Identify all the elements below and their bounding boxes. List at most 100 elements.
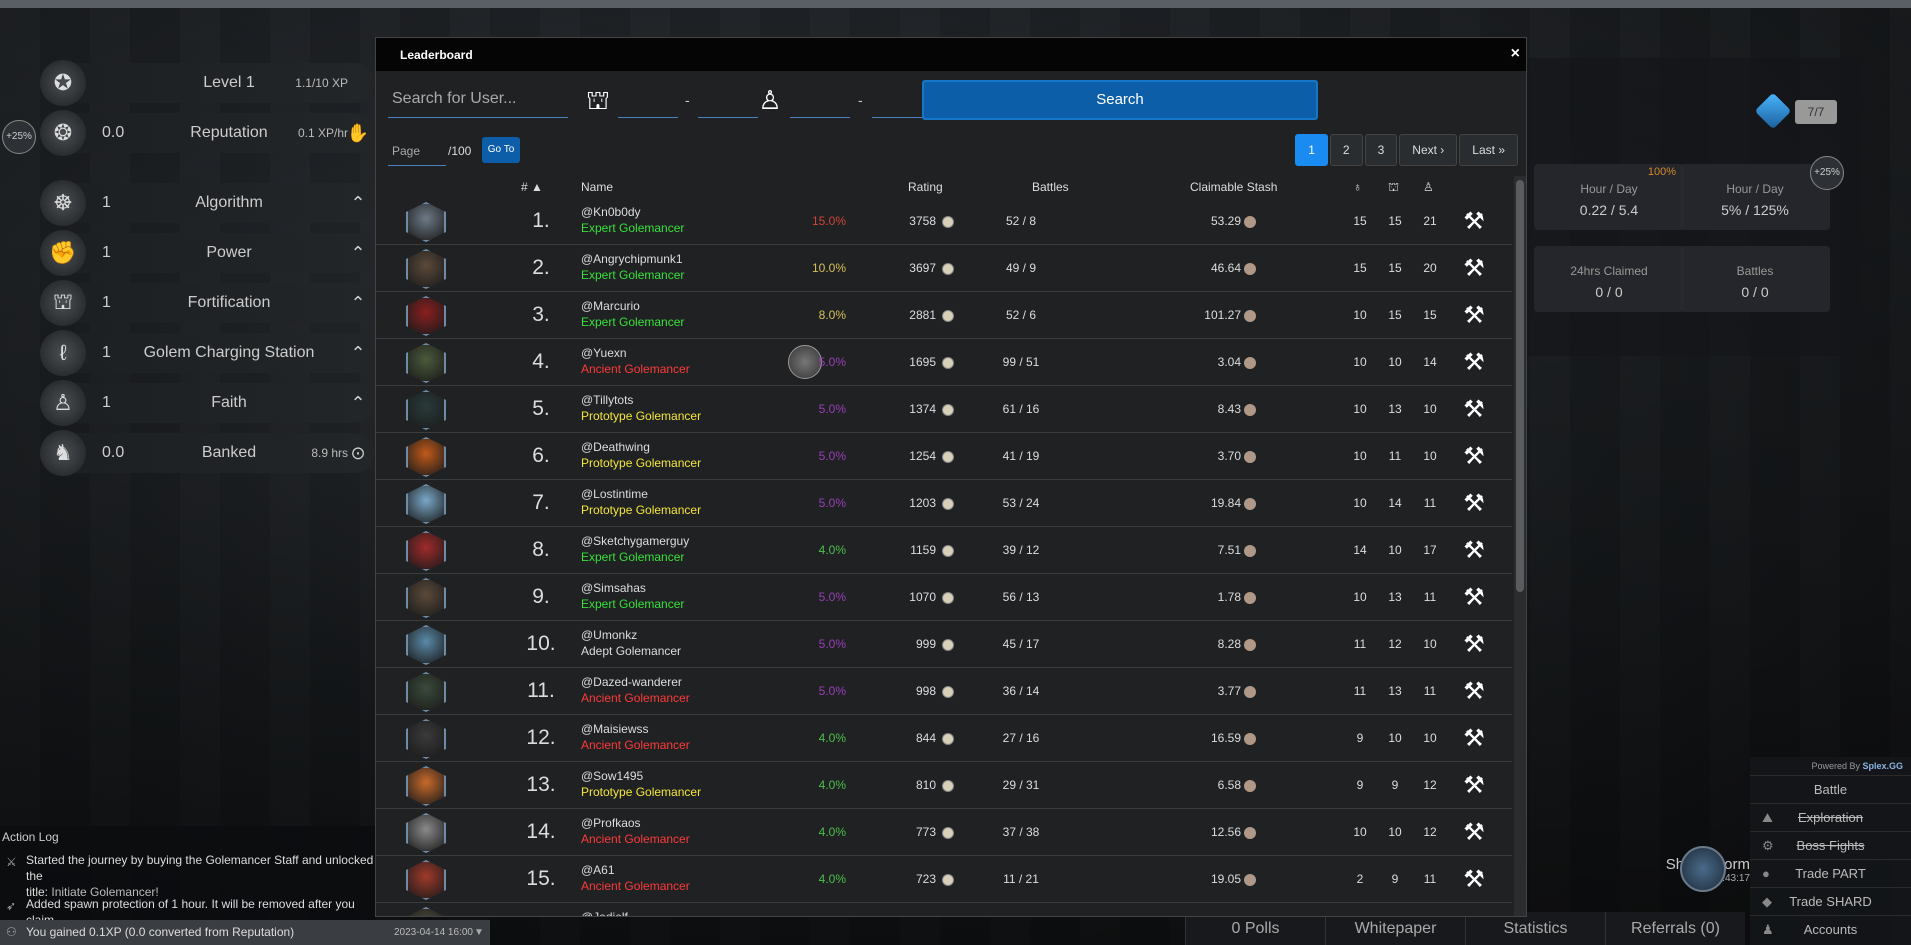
user-search-input[interactable] bbox=[388, 80, 568, 118]
avatar[interactable] bbox=[406, 249, 446, 289]
avatar[interactable] bbox=[406, 484, 446, 524]
battle-axe-icon[interactable]: ⚒ bbox=[1463, 349, 1485, 376]
upgrade-chevron-icon[interactable]: ⌃ bbox=[350, 243, 366, 263]
username-link[interactable]: @Simsahas bbox=[581, 581, 646, 595]
name-header[interactable]: Name bbox=[581, 180, 614, 194]
username-link[interactable]: @Deathwing bbox=[581, 440, 650, 454]
page-total: /100 bbox=[448, 144, 472, 158]
algorithm-level-cell: 14 bbox=[1353, 543, 1367, 557]
avatar[interactable] bbox=[406, 296, 446, 336]
username-link[interactable]: @Jedielf bbox=[581, 910, 628, 916]
boost-badge-left[interactable]: +25% bbox=[2, 120, 36, 154]
battle-axe-icon[interactable]: ⚒ bbox=[1463, 819, 1485, 846]
username-link[interactable]: @Maisiewss bbox=[581, 722, 649, 736]
avatar[interactable] bbox=[406, 719, 446, 759]
algorithm-icon[interactable]: ♁ bbox=[1353, 180, 1362, 194]
battle-axe-icon[interactable]: ⚒ bbox=[1463, 255, 1485, 282]
battle-axe-icon[interactable]: ⚒ bbox=[1463, 678, 1485, 705]
stat-value: 1 bbox=[102, 194, 111, 211]
page-2-button[interactable]: 2 bbox=[1329, 134, 1363, 166]
turret-icon[interactable]: ⛫ bbox=[1388, 180, 1400, 194]
username-link[interactable]: @Sow1495 bbox=[581, 769, 644, 783]
battle-axe-icon[interactable]: ⚒ bbox=[1463, 396, 1485, 423]
boost-badge-right[interactable]: +25% bbox=[1810, 156, 1844, 190]
username-link[interactable]: @Dazed-wanderer bbox=[581, 675, 682, 689]
statistics-link[interactable]: Statistics bbox=[1465, 912, 1605, 945]
avatar[interactable] bbox=[406, 343, 446, 383]
battle-axe-icon[interactable]: ⚒ bbox=[1463, 490, 1485, 517]
avatar[interactable] bbox=[406, 531, 446, 571]
username-link[interactable]: @A61 bbox=[581, 863, 615, 877]
box-value: 0 / 0 bbox=[1595, 284, 1623, 300]
avatar[interactable] bbox=[406, 437, 446, 477]
username-link[interactable]: @Tillytots bbox=[581, 393, 634, 407]
menu-exploration[interactable]: ⛰ Exploration bbox=[1750, 803, 1911, 831]
upgrade-chevron-icon[interactable]: ⌃ bbox=[350, 393, 366, 413]
page-3-button[interactable]: 3 bbox=[1364, 134, 1398, 166]
upgrade-chevron-icon[interactable]: ⌃ bbox=[350, 193, 366, 213]
polls-link[interactable]: 0 Polls bbox=[1185, 912, 1325, 945]
menu-boss-fights[interactable]: ⚙ Boss Fights bbox=[1750, 831, 1911, 859]
menu-trade-shard[interactable]: ◆ Trade SHARD bbox=[1750, 887, 1911, 915]
rank-cell: 1. bbox=[532, 209, 550, 232]
reputation-hand-icon[interactable]: ✋ bbox=[346, 123, 370, 143]
avatar[interactable] bbox=[406, 202, 446, 242]
username-link[interactable]: @Umonkz bbox=[581, 628, 638, 642]
username-link[interactable]: @Profkaos bbox=[581, 816, 641, 830]
goto-button[interactable]: Go To bbox=[482, 137, 520, 163]
avatar[interactable] bbox=[406, 860, 446, 900]
praying-figure-icon[interactable]: ♙ bbox=[1423, 180, 1434, 194]
battle-axe-icon[interactable]: ⚒ bbox=[1463, 302, 1485, 329]
menu-accounts[interactable]: ♟ Accounts bbox=[1750, 915, 1911, 943]
username-link[interactable]: @Sketchygamerguy bbox=[581, 534, 690, 548]
upgrade-chevron-icon[interactable]: ⌃ bbox=[350, 343, 366, 363]
whitepaper-link[interactable]: Whitepaper bbox=[1325, 912, 1465, 945]
last-page-button[interactable]: Last » bbox=[1459, 134, 1518, 166]
referrals-link[interactable]: Referrals (0) bbox=[1605, 912, 1745, 945]
rank-header[interactable]: # ▲ bbox=[521, 180, 543, 194]
battle-axe-icon[interactable]: ⚒ bbox=[1463, 866, 1485, 893]
avatar[interactable] bbox=[406, 672, 446, 712]
fortification-min-input[interactable] bbox=[618, 82, 678, 118]
battle-axe-icon[interactable]: ⚒ bbox=[1463, 208, 1485, 235]
battle-axe-icon[interactable]: ⚒ bbox=[1463, 443, 1485, 470]
avatar[interactable] bbox=[406, 390, 446, 430]
username-link[interactable]: @Angrychipmunk1 bbox=[581, 252, 683, 266]
battle-axe-icon[interactable]: ⚒ bbox=[1463, 772, 1485, 799]
battle-axe-icon[interactable]: ⚒ bbox=[1458, 911, 1490, 916]
rating-cell: 2881 bbox=[909, 308, 936, 322]
rating-header[interactable]: Rating bbox=[908, 180, 943, 194]
stash-header[interactable]: Claimable Stash bbox=[1190, 180, 1278, 194]
username-link[interactable]: @Yuexn bbox=[581, 346, 627, 360]
search-button[interactable]: Search bbox=[922, 80, 1318, 120]
faith-min-input[interactable] bbox=[790, 82, 850, 118]
page-1-button[interactable]: 1 bbox=[1295, 134, 1328, 166]
stash-cell: 8.28 bbox=[1217, 637, 1241, 651]
menu-battle[interactable]: Battle bbox=[1750, 775, 1911, 803]
battles-header[interactable]: Battles bbox=[1032, 180, 1069, 194]
shard-storm-orb-icon[interactable] bbox=[1680, 846, 1726, 892]
table-scrollbar[interactable] bbox=[1514, 176, 1526, 916]
page-input[interactable] bbox=[388, 136, 446, 166]
next-page-button[interactable]: Next › bbox=[1399, 134, 1458, 166]
battle-axe-icon[interactable]: ⚒ bbox=[1463, 537, 1485, 564]
avatar[interactable] bbox=[406, 907, 446, 916]
scrollbar-thumb[interactable] bbox=[1516, 180, 1524, 592]
fortification-max-input[interactable] bbox=[698, 82, 758, 118]
menu-trade-part[interactable]: ● Trade PART bbox=[1750, 859, 1911, 887]
upgrade-chevron-icon[interactable]: ⌃ bbox=[350, 293, 366, 313]
username-link[interactable]: @Lostintime bbox=[581, 487, 648, 501]
avatar[interactable] bbox=[406, 578, 446, 618]
chevron-down-icon[interactable]: ▼ bbox=[474, 927, 484, 938]
faith-level-cell: 12 bbox=[1423, 825, 1437, 839]
battle-axe-icon[interactable]: ⚒ bbox=[1463, 725, 1485, 752]
avatar[interactable] bbox=[406, 766, 446, 806]
battle-axe-icon[interactable]: ⚒ bbox=[1463, 631, 1485, 658]
battle-axe-icon[interactable]: ⚒ bbox=[1463, 584, 1485, 611]
username-link[interactable]: @Marcurio bbox=[581, 299, 640, 313]
username-link[interactable]: @Kn0b0dy bbox=[581, 205, 641, 219]
avatar[interactable] bbox=[406, 625, 446, 665]
avatar[interactable] bbox=[406, 813, 446, 853]
close-icon[interactable]: × bbox=[1510, 45, 1520, 62]
lock-icon[interactable]: ⊙ bbox=[350, 443, 366, 463]
